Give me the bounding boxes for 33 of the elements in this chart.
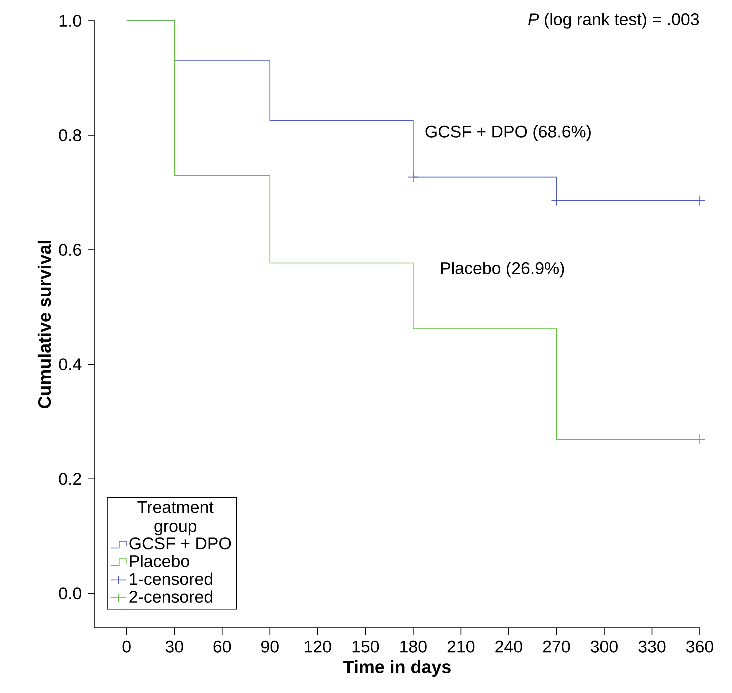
x-tick-label: 330	[638, 640, 666, 653]
x-tick-label: 240	[496, 640, 522, 653]
y-tick-label: 0.4	[59, 358, 82, 371]
x-tick-label: 150	[352, 640, 380, 653]
y-tick-label: 0.6	[59, 244, 82, 256]
legend-label: Placebo	[130, 554, 190, 568]
x-tick-label: 180	[400, 640, 427, 653]
point	[408, 172, 419, 183]
y-tick-label: 1.0	[60, 14, 82, 27]
legend-label: 1-censored	[130, 572, 212, 586]
legend-label: GCSF + DPO	[130, 538, 232, 550]
x-tick-label: 30	[166, 640, 184, 653]
point	[694, 195, 706, 206]
point	[551, 195, 562, 206]
y-axis-title: Cumulative survival	[38, 241, 52, 408]
x-tick-label: 210	[448, 640, 475, 653]
x-tick-label: 300	[590, 640, 618, 653]
legend-label: 2-censored	[130, 590, 212, 604]
x-tick-label: 360	[686, 640, 714, 653]
x-tick-label: 60	[214, 640, 232, 653]
x-axis-title: Time in days	[344, 660, 451, 678]
annotation: Placebo (26.9%)	[441, 262, 564, 278]
y-tick-label: 0.2	[59, 473, 82, 486]
x-tick-label: 0	[122, 640, 131, 653]
x-tick-label: 90	[262, 640, 279, 653]
annotation: GCSF + DPO (68.6%)	[426, 125, 591, 142]
legend-title: Treatment group	[138, 502, 214, 536]
y-tick-label: 0.8	[59, 130, 82, 142]
y-tick-label: 0.0	[59, 588, 82, 600]
x-tick-label: 120	[305, 640, 332, 653]
x-tick-label: 270	[543, 640, 570, 653]
annotation: P (log rank test) = .003	[528, 13, 700, 29]
point	[694, 434, 706, 445]
